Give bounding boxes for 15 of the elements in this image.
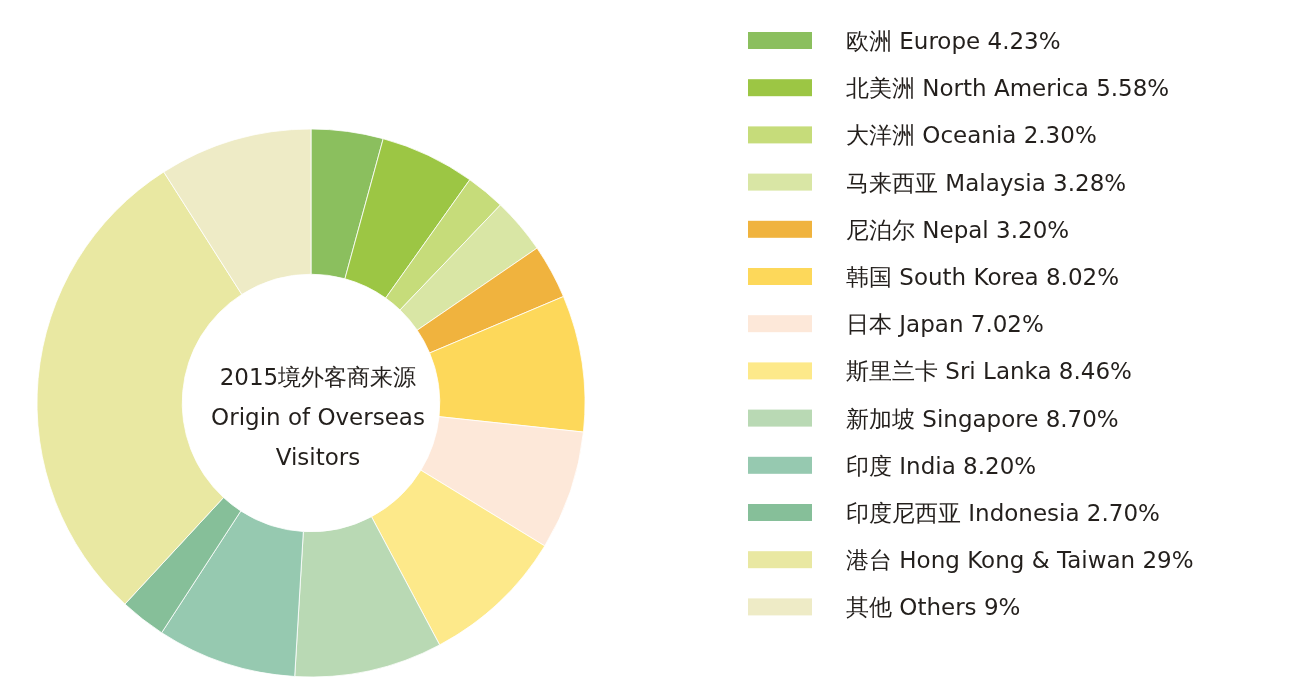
text: Origin of Overseas Visitors [211, 404, 425, 470]
legend-label: 港台 Hong Kong & Taiwan 29% [846, 547, 1194, 574]
legend-label: 日本 Japan 7.02% [846, 311, 1044, 338]
text: 2015境外客商来源 [219, 364, 417, 390]
legend-label: 新加坡 Singapore 8.70% [846, 405, 1119, 432]
legend-label: 印度尼西亚 Indonesia 2.70% [846, 500, 1160, 526]
legend-label: 欧洲 Europe 4.23% [846, 28, 1061, 54]
legend-label: 斯里兰卡 Sri Lanka 8.46% [846, 358, 1132, 385]
legend-label: 韩国 South Korea 8.02% [846, 264, 1120, 290]
legend-label: 印度 India 8.20% [846, 452, 1037, 479]
legend-label: 马来西亚 Malaysia 3.28% [846, 169, 1127, 196]
legend-label: 其他 Others 9% [846, 594, 1021, 621]
legend-label: 大洋洲 Oceania 2.30% [846, 122, 1097, 149]
legend-label: 尼泊尔 Nepal 3.20% [846, 216, 1070, 243]
legend-label: 北美洲 North America 5.58% [846, 75, 1170, 102]
